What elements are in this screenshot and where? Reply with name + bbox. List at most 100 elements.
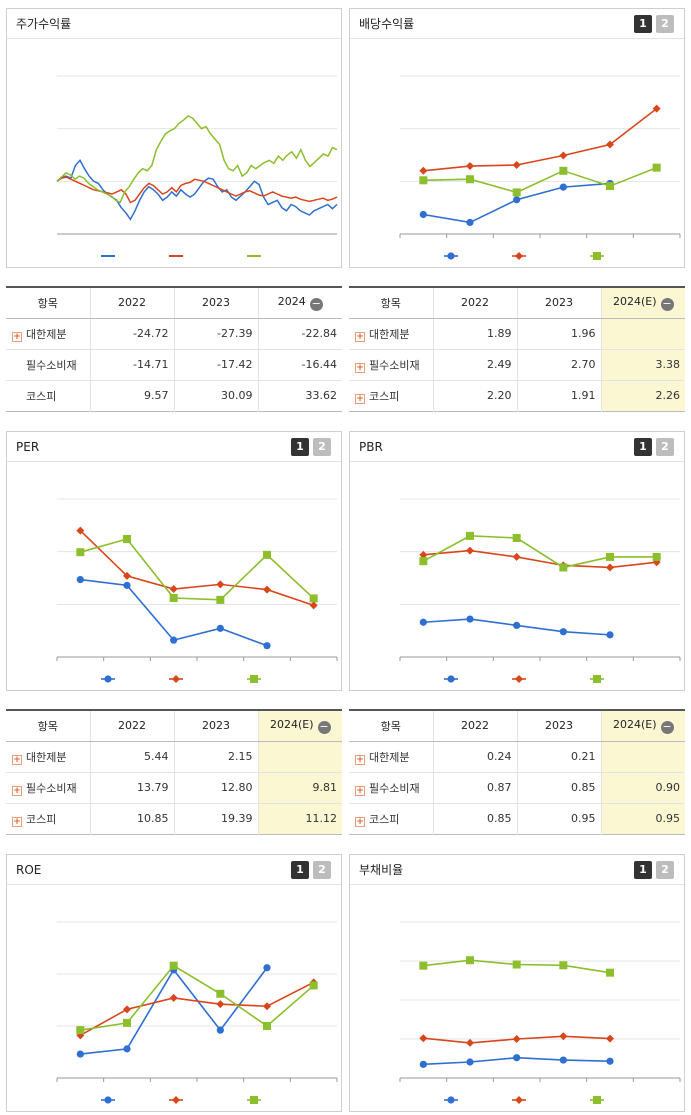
header-label: 2024 bbox=[277, 294, 306, 308]
series-line bbox=[80, 538, 315, 601]
row-label: + 필수소비재 bbox=[349, 349, 433, 381]
table-row: + 대한제분 1.89 1.96 bbox=[349, 318, 685, 350]
roe-title: ROE bbox=[7, 855, 341, 885]
view-2-button[interactable]: 2 bbox=[313, 438, 331, 456]
header-label: 2022 bbox=[118, 296, 146, 310]
header-year: 2022 bbox=[89, 287, 174, 319]
per-table: 항목 2022 2023 2024(E) − + 대한제분 5.44 2.15 + 필수소비재 13.… bbox=[6, 709, 342, 835]
table-cell: 5.44 bbox=[89, 741, 174, 773]
expand-plus-icon[interactable]: + bbox=[355, 331, 365, 342]
debt-ratio-title: 부채비율 bbox=[350, 855, 684, 885]
header-year: 2022 bbox=[432, 287, 517, 319]
expand-plus-icon[interactable]: + bbox=[12, 331, 22, 342]
header-item: 항목 bbox=[349, 287, 433, 319]
header-label: 2023 bbox=[545, 719, 573, 733]
table-cell: 9.81 bbox=[257, 772, 342, 804]
data-point bbox=[606, 1057, 614, 1065]
view-1-button[interactable]: 1 bbox=[291, 861, 309, 879]
data-point bbox=[559, 183, 567, 191]
table-row: + 필수소비재 13.79 12.80 9.81 bbox=[6, 772, 342, 804]
expand-plus-icon[interactable]: + bbox=[12, 785, 22, 796]
expand-plus-icon[interactable]: + bbox=[12, 816, 22, 827]
header-label: 2024(E) bbox=[612, 294, 657, 308]
data-point bbox=[606, 1034, 614, 1043]
data-point bbox=[216, 580, 225, 589]
dividend-yield-title: 배당수익률 bbox=[350, 9, 684, 39]
data-point bbox=[513, 1054, 521, 1062]
table-row: 필수소비재 -14.71 -17.42 -16.44 bbox=[6, 349, 342, 381]
header-label: 항목 bbox=[380, 719, 401, 733]
view-2-button[interactable]: 2 bbox=[656, 15, 674, 33]
header-year: 2023 bbox=[516, 287, 601, 319]
row-label: + 코스피 bbox=[6, 803, 90, 834]
expand-plus-icon[interactable]: + bbox=[355, 816, 365, 827]
table-cell: 0.90 bbox=[600, 772, 685, 804]
view-2-button[interactable]: 2 bbox=[313, 861, 331, 879]
expand-plus-icon[interactable]: + bbox=[355, 362, 365, 373]
legend-marker bbox=[515, 675, 523, 683]
row-label-text: 대한제분 bbox=[26, 750, 67, 764]
legend-marker bbox=[593, 1096, 601, 1104]
data-point bbox=[309, 594, 318, 603]
table-row: + 필수소비재 0.87 0.85 0.90 bbox=[349, 772, 685, 804]
data-point bbox=[419, 210, 427, 219]
view-1-button[interactable]: 1 bbox=[634, 15, 652, 33]
header-item: 항목 bbox=[6, 287, 90, 319]
row-label: + 대한제분 bbox=[6, 318, 90, 350]
table-cell: 11.12 bbox=[257, 803, 342, 834]
table-cell: 0.95 bbox=[516, 803, 601, 834]
row-label: + 코스피 bbox=[349, 803, 433, 834]
data-point bbox=[559, 166, 568, 175]
table-cell: 1.89 bbox=[432, 318, 517, 350]
row-label-text: 코스피 bbox=[26, 812, 57, 826]
expand-plus-icon[interactable]: + bbox=[355, 393, 365, 404]
row-label: + 대한제분 bbox=[349, 318, 433, 350]
legend-marker bbox=[172, 675, 180, 683]
series-line bbox=[423, 166, 657, 194]
data-point bbox=[123, 1005, 131, 1014]
collapse-minus-icon[interactable]: − bbox=[660, 719, 674, 734]
header-label: 2022 bbox=[461, 296, 489, 310]
data-point bbox=[216, 989, 225, 998]
row-label-text: 필수소비재 bbox=[369, 358, 420, 372]
view-1-button[interactable]: 1 bbox=[291, 438, 309, 456]
data-point bbox=[606, 140, 614, 149]
header-label: 2023 bbox=[202, 296, 230, 310]
data-point bbox=[466, 531, 474, 540]
data-point bbox=[169, 993, 178, 1002]
pbr-title: PBR bbox=[350, 432, 684, 462]
data-point bbox=[123, 581, 131, 589]
data-point bbox=[76, 548, 85, 557]
data-point bbox=[466, 615, 474, 623]
header-label: 항목 bbox=[37, 719, 58, 733]
table-row: + 코스피 2.20 1.91 2.26 bbox=[349, 380, 685, 411]
view-1-button[interactable]: 1 bbox=[634, 861, 652, 879]
data-point bbox=[652, 552, 661, 561]
expand-plus-icon[interactable]: + bbox=[12, 754, 22, 765]
view-2-button[interactable]: 2 bbox=[656, 861, 674, 879]
data-point bbox=[512, 188, 521, 197]
table-cell: 2.49 bbox=[432, 349, 517, 381]
table-cell: 0.85 bbox=[516, 772, 601, 804]
table-cell: 1.96 bbox=[516, 318, 601, 350]
row-label-text: 코스피 bbox=[26, 389, 57, 403]
expand-plus-icon[interactable]: + bbox=[355, 754, 365, 765]
row-label-text: 필수소비재 bbox=[369, 781, 420, 795]
data-point bbox=[169, 594, 178, 603]
pbr-table: 항목 2022 2023 2024(E) − + 대한제분 0.24 0.21 + 필수소비재 0.8… bbox=[349, 709, 685, 835]
collapse-minus-icon[interactable]: − bbox=[660, 296, 674, 311]
collapse-minus-icon[interactable]: − bbox=[309, 296, 323, 311]
view-2-button[interactable]: 2 bbox=[656, 438, 674, 456]
table-cell bbox=[600, 741, 685, 773]
table-cell bbox=[257, 741, 342, 773]
table-row: + 코스피 0.85 0.95 0.95 bbox=[349, 803, 685, 834]
expand-plus-icon[interactable]: + bbox=[355, 785, 365, 796]
data-point bbox=[216, 624, 224, 632]
collapse-minus-icon[interactable]: − bbox=[317, 719, 331, 734]
view-1-button[interactable]: 1 bbox=[634, 438, 652, 456]
per-chart bbox=[56, 498, 338, 683]
